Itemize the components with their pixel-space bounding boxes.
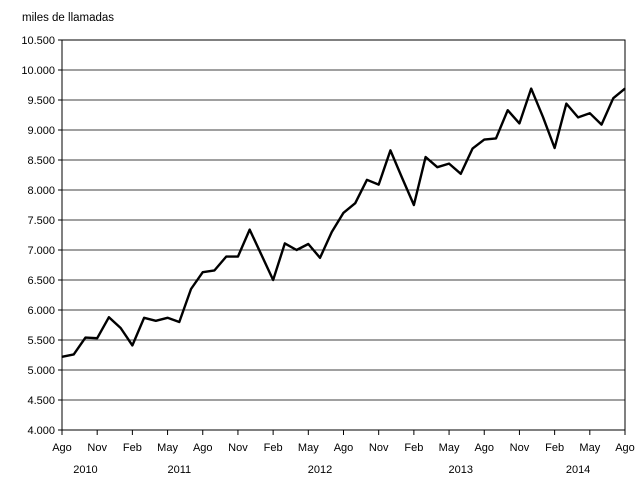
data-point bbox=[389, 149, 392, 151]
x-tick-label: Nov bbox=[369, 442, 389, 454]
data-point bbox=[483, 139, 485, 141]
data-point bbox=[554, 147, 556, 149]
data-point bbox=[507, 109, 509, 111]
data-point bbox=[131, 344, 133, 346]
y-tick-label: 9.500 bbox=[27, 95, 55, 107]
x-tick-label: Ago bbox=[474, 442, 494, 454]
x-tick-label: Nov bbox=[87, 442, 107, 454]
data-point bbox=[260, 254, 262, 256]
data-point bbox=[589, 112, 591, 114]
data-point bbox=[460, 173, 462, 175]
x-year-label: 2013 bbox=[449, 464, 473, 476]
series-layer bbox=[61, 87, 626, 358]
data-point bbox=[319, 257, 321, 259]
data-point bbox=[178, 321, 180, 323]
x-tick-label: May bbox=[579, 442, 600, 454]
data-point bbox=[413, 204, 415, 206]
x-tick-label: Ago bbox=[52, 442, 72, 454]
data-point bbox=[600, 124, 603, 126]
y-tick-labels: 4.000 4.500 5.000 5.500 6.000 6.500 7.000 7.500… bbox=[21, 35, 55, 437]
y-tick-label: 5.500 bbox=[27, 335, 55, 347]
data-point bbox=[237, 256, 239, 258]
data-point bbox=[202, 271, 204, 273]
x-tick-label: Ago bbox=[615, 442, 635, 454]
gridlines bbox=[58, 39, 625, 431]
data-point bbox=[354, 202, 356, 204]
data-point bbox=[331, 231, 333, 233]
y-tick-label: 4.500 bbox=[27, 395, 55, 407]
x-year-label: 2014 bbox=[566, 464, 590, 476]
data-point bbox=[366, 179, 368, 181]
data-point bbox=[190, 288, 192, 290]
data-point bbox=[225, 256, 227, 258]
data-point bbox=[530, 88, 532, 90]
y-tick-label: 6.500 bbox=[27, 275, 55, 287]
x-tick-labels: Ago Nov Feb May Ago Nov Feb May Ago Nov Feb May Ago N… bbox=[52, 430, 635, 454]
data-point bbox=[295, 249, 298, 251]
data-point bbox=[471, 148, 474, 150]
data-point bbox=[542, 116, 544, 118]
x-tick-label: Ago bbox=[334, 442, 354, 454]
x-tick-label: May bbox=[298, 442, 319, 454]
data-point bbox=[624, 88, 626, 90]
data-point bbox=[108, 316, 110, 318]
data-point bbox=[61, 356, 63, 358]
x-tick-label: Feb bbox=[404, 442, 423, 454]
data-point bbox=[401, 177, 403, 179]
data-point bbox=[612, 97, 614, 99]
x-tick-label: Feb bbox=[264, 442, 283, 454]
data-point bbox=[436, 166, 438, 168]
data-point bbox=[155, 320, 157, 322]
data-point bbox=[166, 317, 169, 319]
data-point bbox=[425, 156, 427, 158]
x-tick-label: Nov bbox=[228, 442, 248, 454]
y-tick-label: 10.000 bbox=[21, 65, 55, 77]
data-point bbox=[518, 122, 521, 124]
data-point bbox=[213, 269, 216, 271]
y-tick-label: 9.000 bbox=[27, 125, 55, 137]
x-year-labels: 2010 2011 2012 2013 2014 bbox=[73, 464, 590, 476]
data-point bbox=[73, 353, 75, 355]
y-tick-label: 5.000 bbox=[27, 365, 55, 377]
data-point bbox=[577, 116, 579, 118]
data-point bbox=[249, 229, 251, 231]
y-tick-label: 7.500 bbox=[27, 215, 55, 227]
data-point bbox=[120, 327, 122, 329]
y-tick-label: 10.500 bbox=[21, 35, 55, 47]
x-tick-label: Nov bbox=[510, 442, 530, 454]
x-year-label: 2010 bbox=[73, 464, 97, 476]
data-point bbox=[272, 279, 274, 281]
y-tick-label: 8.000 bbox=[27, 185, 55, 197]
data-point bbox=[448, 163, 450, 165]
series-line bbox=[61, 87, 626, 358]
data-point bbox=[143, 317, 145, 319]
data-point bbox=[342, 212, 345, 214]
x-year-label: 2012 bbox=[308, 464, 332, 476]
x-tick-label: Feb bbox=[545, 442, 564, 454]
y-tick-label: 7.000 bbox=[27, 245, 55, 257]
x-tick-label: Feb bbox=[123, 442, 142, 454]
data-point bbox=[84, 337, 87, 339]
y-tick-label: 6.000 bbox=[27, 305, 55, 317]
data-point bbox=[284, 242, 286, 244]
x-year-label: 2011 bbox=[167, 464, 191, 476]
x-tick-label: Ago bbox=[193, 442, 213, 454]
data-point bbox=[495, 137, 497, 139]
plot-frame bbox=[61, 39, 626, 431]
x-tick-label: May bbox=[439, 442, 460, 454]
y-tick-label: 4.000 bbox=[27, 425, 55, 437]
data-point bbox=[565, 103, 567, 105]
data-point bbox=[378, 184, 380, 186]
y-tick-label: 8.500 bbox=[27, 155, 55, 167]
data-point bbox=[307, 243, 309, 245]
y-axis-label: miles de llamadas bbox=[22, 12, 114, 24]
data-point bbox=[96, 337, 98, 339]
x-tick-label: May bbox=[157, 442, 178, 454]
